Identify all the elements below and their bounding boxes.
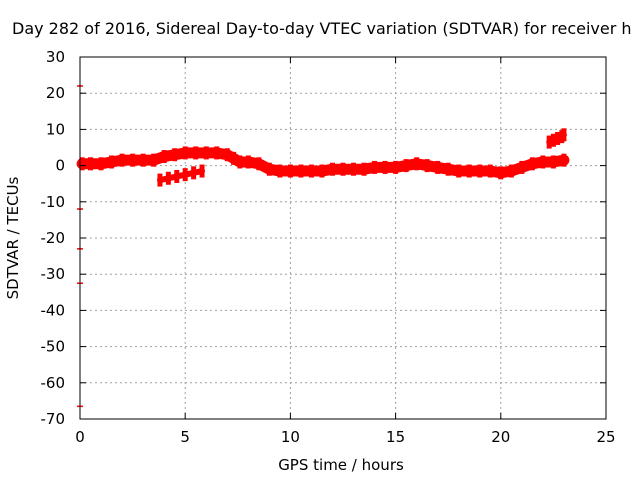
data-point xyxy=(372,160,378,174)
data-point xyxy=(414,157,420,171)
data-point xyxy=(555,131,561,145)
x-tick-label: 10 xyxy=(281,428,300,446)
data-point xyxy=(245,155,251,169)
data-point xyxy=(237,155,243,169)
y-tick-label: -60 xyxy=(41,374,66,392)
grid-lines xyxy=(80,57,606,419)
y-tick-label: -70 xyxy=(41,410,66,428)
data-point xyxy=(519,160,525,174)
data-point xyxy=(214,146,220,160)
data-point xyxy=(382,160,388,174)
data-point xyxy=(508,164,514,178)
data-series xyxy=(76,85,570,408)
data-point xyxy=(540,155,546,169)
y-tick-label: 30 xyxy=(46,48,65,66)
data-point xyxy=(445,162,451,176)
data-point xyxy=(456,164,462,178)
series-main-trace xyxy=(76,146,570,180)
data-point xyxy=(319,164,325,178)
y-tick-label: -10 xyxy=(41,193,66,211)
data-point xyxy=(424,159,430,173)
series-upper-end-segment xyxy=(546,128,567,149)
data-point xyxy=(193,146,199,160)
data-point xyxy=(79,157,85,171)
x-axis-label: GPS time / hours xyxy=(278,456,404,474)
chart-title: Day 282 of 2016, Sidereal Day-to-day VTE… xyxy=(12,19,632,38)
data-point xyxy=(130,153,136,167)
data-point xyxy=(161,150,167,164)
data-point xyxy=(561,128,567,142)
y-axis-label: SDTVAR / TECUs xyxy=(4,176,22,299)
data-point xyxy=(231,151,237,165)
data-point xyxy=(165,171,171,185)
data-point xyxy=(287,164,293,178)
y-tick-label: 10 xyxy=(46,120,65,138)
data-point xyxy=(182,146,188,160)
y-tick-label: 0 xyxy=(55,157,65,175)
data-point xyxy=(351,162,357,176)
y-tick-label: -40 xyxy=(41,301,66,319)
data-point xyxy=(157,173,163,187)
x-tick-label: 0 xyxy=(75,428,85,446)
x-tick-label: 20 xyxy=(491,428,510,446)
x-tick-label: 5 xyxy=(180,428,190,446)
axis-ticks: 0 5 10 15 20 25 30 20 10 0 -10 -20 -30 -40 -50 -60 -70 xyxy=(41,48,616,446)
data-point xyxy=(477,164,483,178)
y-tick-label: -30 xyxy=(41,265,66,283)
data-point xyxy=(329,162,335,176)
data-point xyxy=(498,166,504,180)
data-point xyxy=(487,164,493,178)
y-tick-label: -50 xyxy=(41,338,66,356)
data-point xyxy=(340,162,346,176)
data-point xyxy=(277,164,283,178)
data-point xyxy=(172,148,178,162)
data-point xyxy=(298,164,304,178)
data-point xyxy=(561,153,567,167)
data-point xyxy=(182,168,188,182)
x-tick-label: 25 xyxy=(596,428,615,446)
data-point xyxy=(224,148,230,162)
data-point xyxy=(546,135,552,149)
data-point xyxy=(151,153,157,167)
data-point xyxy=(361,162,367,176)
data-point xyxy=(466,164,472,178)
data-point xyxy=(199,164,205,178)
data-point xyxy=(88,157,94,171)
data-point xyxy=(119,153,125,167)
data-point xyxy=(174,169,180,183)
data-point xyxy=(529,157,535,171)
data-point xyxy=(403,159,409,173)
data-point xyxy=(550,133,556,147)
data-point xyxy=(550,155,556,169)
data-point xyxy=(109,155,115,169)
data-point xyxy=(435,160,441,174)
data-point xyxy=(191,166,197,180)
data-point xyxy=(98,157,104,171)
y-tick-label: 20 xyxy=(46,84,65,102)
data-point xyxy=(266,162,272,176)
series-lower-arc xyxy=(156,164,206,187)
data-point xyxy=(308,164,314,178)
y-tick-label: -20 xyxy=(41,229,66,247)
data-point xyxy=(140,153,146,167)
data-point xyxy=(256,157,262,171)
data-point xyxy=(203,146,209,160)
x-tick-label: 15 xyxy=(386,428,405,446)
data-point xyxy=(393,160,399,174)
plot-frame xyxy=(79,56,607,420)
